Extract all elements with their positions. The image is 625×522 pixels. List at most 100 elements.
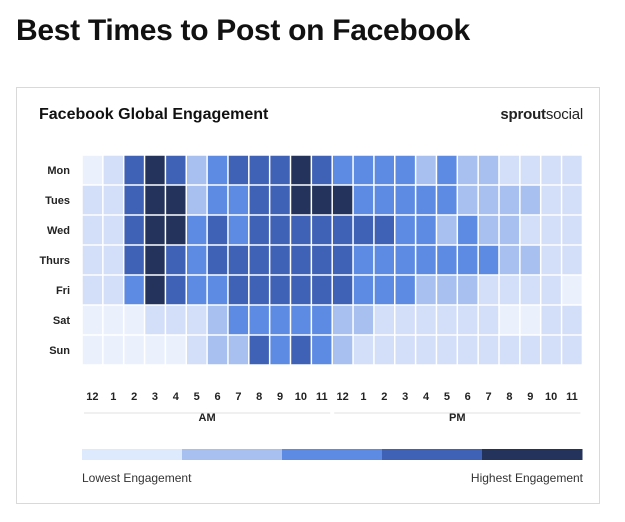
heatmap-cell [437, 245, 457, 275]
heatmap-cell [437, 185, 457, 215]
legend-low-label: Lowest Engagement [82, 471, 192, 485]
column-label: 9 [527, 391, 533, 403]
legend-segment [382, 449, 483, 460]
heatmap-cell [207, 245, 228, 275]
heatmap-cell [228, 245, 249, 275]
heatmap-cell [145, 215, 165, 245]
heatmap-cell [124, 275, 144, 305]
heatmap-cell [207, 335, 228, 365]
heatmap-cell [270, 215, 290, 245]
heatmap-cell [437, 155, 457, 185]
heatmap-cell [395, 245, 415, 275]
column-label: 3 [152, 391, 158, 403]
heatmap-cell [562, 185, 582, 215]
row-label: Fri [56, 285, 70, 297]
heatmap-cell [520, 245, 540, 275]
heatmap-cell [416, 155, 436, 185]
heatmap-cell [332, 305, 353, 335]
heatmap-cell [416, 215, 436, 245]
heatmap-cell [416, 305, 436, 335]
heatmap-cell [541, 185, 561, 215]
period-label: AM [199, 412, 216, 424]
heatmap-cell [187, 275, 207, 305]
heatmap-cell [395, 215, 415, 245]
column-label: 9 [277, 391, 283, 403]
heatmap-cell [291, 185, 311, 215]
heatmap-cell [166, 245, 186, 275]
column-label: 5 [194, 391, 200, 403]
column-label: 1 [360, 391, 366, 403]
heatmap-cell [499, 245, 520, 275]
heatmap-cell [499, 305, 520, 335]
heatmap-cell [166, 335, 186, 365]
heatmap-cell [437, 305, 457, 335]
heatmap-cell [562, 155, 582, 185]
heatmap-cell [291, 215, 311, 245]
heatmap-cell [312, 155, 332, 185]
heatmap-cell [499, 185, 520, 215]
heatmap-cell [520, 305, 540, 335]
heatmap-cell [395, 335, 415, 365]
heatmap-cell [207, 275, 228, 305]
heatmap-cell [478, 155, 499, 185]
heatmap-cell [374, 275, 394, 305]
heatmap-cell [82, 335, 103, 365]
heatmap-cell [458, 275, 478, 305]
heatmap-cell [374, 305, 394, 335]
column-label: 12 [86, 391, 98, 403]
heatmap-cell [291, 245, 311, 275]
heatmap-cell [124, 215, 144, 245]
column-label: 8 [506, 391, 512, 403]
column-label: 7 [486, 391, 492, 403]
heatmap-cell [124, 305, 144, 335]
row-label: Tues [45, 195, 70, 207]
heatmap-cell [187, 185, 207, 215]
heatmap-cell [249, 275, 269, 305]
heatmap-cell [228, 335, 249, 365]
heatmap-cell [166, 305, 186, 335]
heatmap-cell [416, 185, 436, 215]
heatmap-cell [228, 155, 249, 185]
heatmap-cell [458, 215, 478, 245]
heatmap-cell [103, 335, 123, 365]
heatmap-cell [312, 215, 332, 245]
column-label: 2 [381, 391, 387, 403]
heatmap-cell [353, 305, 374, 335]
heatmap-cell [207, 185, 228, 215]
heatmap-cell [541, 305, 561, 335]
heatmap-cell [437, 335, 457, 365]
heatmap-cell [499, 215, 520, 245]
heatmap-cell [458, 335, 478, 365]
heatmap-cell [562, 215, 582, 245]
legend-segment [182, 449, 283, 460]
heatmap-cell [395, 155, 415, 185]
heatmap-cell [124, 335, 144, 365]
heatmap-cell [520, 185, 540, 215]
heatmap-cell [312, 275, 332, 305]
heatmap-cell [291, 335, 311, 365]
column-label: 6 [465, 391, 471, 403]
heatmap-cell [395, 305, 415, 335]
heatmap-cell [145, 245, 165, 275]
column-label: 3 [402, 391, 408, 403]
column-label: 5 [444, 391, 450, 403]
heatmap-cell [437, 275, 457, 305]
column-label: 11 [316, 391, 328, 403]
heatmap-cell [458, 185, 478, 215]
heatmap-cell [187, 245, 207, 275]
heatmap-cell [478, 305, 499, 335]
heatmap-cell [291, 155, 311, 185]
heatmap-cell [187, 215, 207, 245]
heatmap-cell [124, 155, 144, 185]
column-label: 4 [173, 391, 180, 403]
heatmap-cell [166, 215, 186, 245]
heatmap-cell [145, 155, 165, 185]
heatmap-cell [478, 335, 499, 365]
brand-logo: sproutsocial [500, 106, 583, 123]
row-label: Mon [47, 165, 70, 177]
heatmap-cell [332, 245, 353, 275]
row-label: Sat [53, 315, 70, 327]
column-label: 10 [295, 391, 307, 403]
heatmap-cell [374, 245, 394, 275]
heatmap-cell [166, 185, 186, 215]
